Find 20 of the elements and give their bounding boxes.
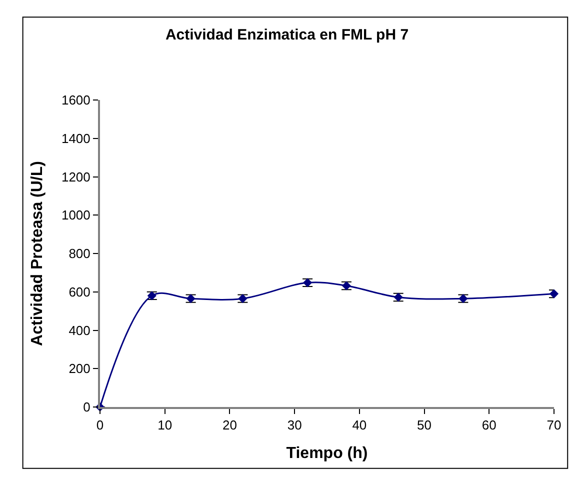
y-tick-label: 1400 [61,130,90,146]
x-tick-label: 30 [287,418,302,433]
x-tick-label: 60 [482,418,496,433]
x-tick-label: 10 [158,418,172,433]
x-axis-title: Tiempo (h) [286,444,368,462]
y-tick-label: 600 [68,284,90,300]
x-tick-label: 40 [352,418,367,433]
x-tick-label: 50 [417,418,432,433]
y-tick-label: 0 [83,400,90,415]
x-tick-label: 20 [222,418,237,433]
y-tick-label: 800 [68,246,90,262]
y-tick-label: 200 [68,361,90,376]
x-tick-label: 70 [546,418,562,433]
x-tick-label: 0 [96,418,104,433]
y-axis-title: Actividad Proteasa (U/L) [28,161,46,346]
y-tick-label: 1000 [61,208,90,223]
chart-title: Actividad Enzimatica en FML pH 7 [165,26,409,44]
y-tick-label: 1600 [61,92,90,108]
y-tick-label: 1200 [61,169,90,184]
y-tick-label: 400 [68,322,90,338]
